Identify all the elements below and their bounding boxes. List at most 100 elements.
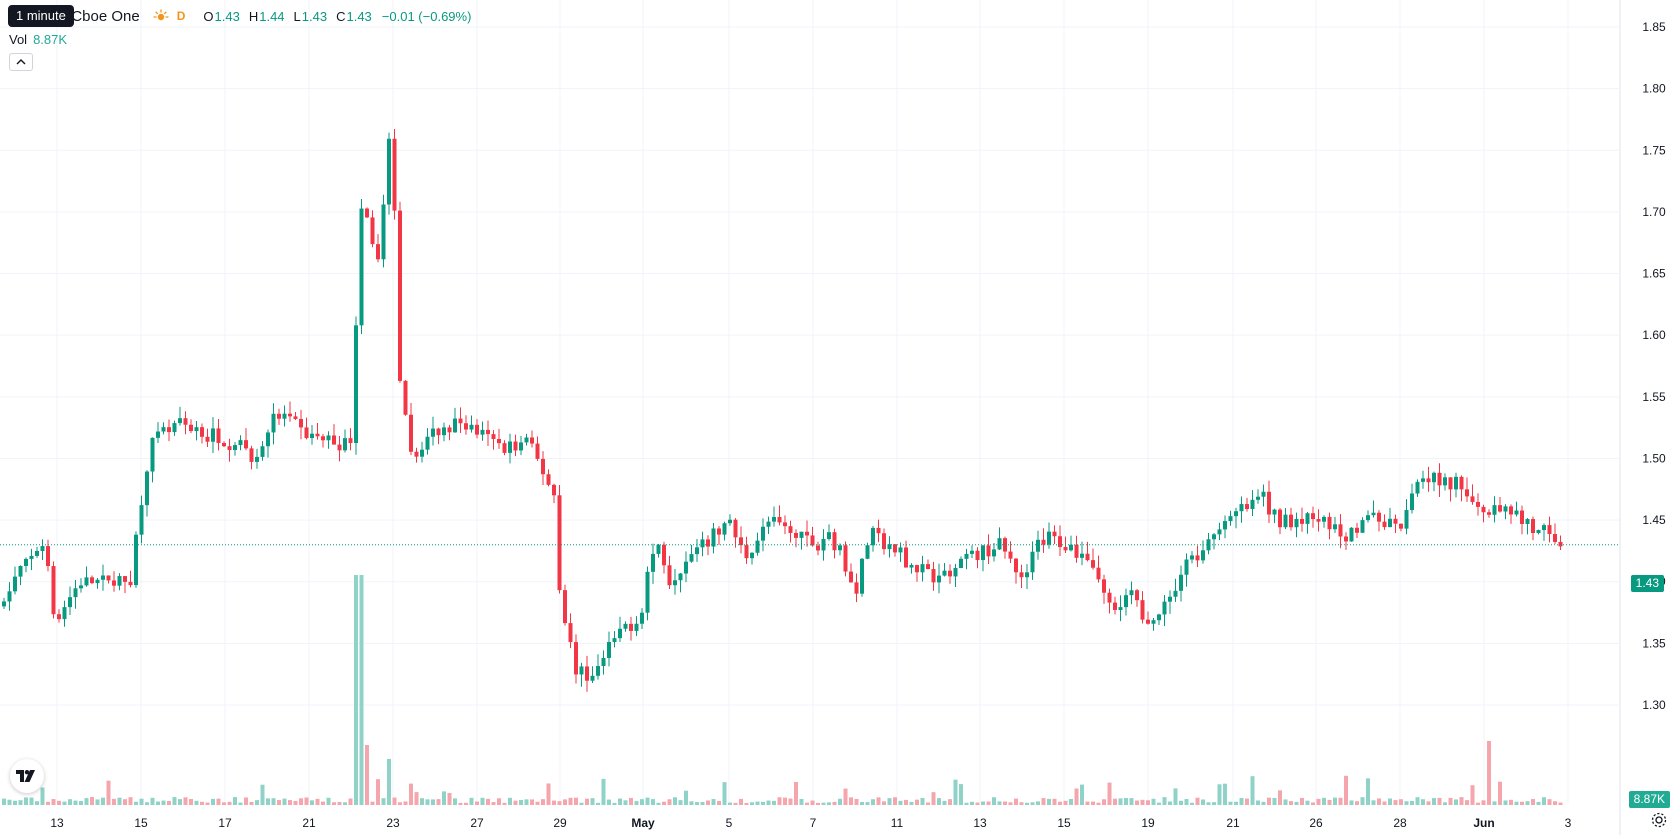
candle-body [728,519,732,524]
volume-bar [513,800,518,805]
tradingview-logo[interactable] [10,759,44,793]
candle-body [1058,536,1062,548]
volume-bar [1388,798,1392,805]
volume-bar [887,798,892,805]
candle-body [233,445,237,450]
volume-bar [915,799,919,805]
candle-body [469,424,474,430]
candle-body [227,446,232,450]
candle-body [359,208,364,326]
volume-bar [29,797,34,805]
candle-body [442,427,446,436]
candle-body [1366,515,1370,521]
volume-bar [805,802,809,805]
candle-body [1520,510,1524,524]
candle-body [24,558,28,566]
volume-bar [211,798,215,805]
candle-body [271,413,276,433]
volume-bar [1140,799,1145,805]
time-tick-label: 13 [973,816,987,830]
volume-bar [1091,801,1095,805]
candle-body [343,438,347,451]
volume-bar [502,802,507,805]
volume-bar [1239,798,1244,805]
candle-body [288,413,292,417]
volume-bar [739,798,743,805]
candle-body [1410,493,1414,511]
volume-bar [777,797,782,805]
volume-bar [1014,798,1018,805]
volume-bar [629,797,633,805]
collapse-legend-button[interactable] [9,53,33,71]
candle-body [337,444,342,451]
candle-body [409,414,413,452]
volume-bar [1443,802,1447,805]
candle-body [832,532,837,551]
time-tick-label: Jun [1473,816,1494,830]
volume-bar [1074,788,1079,805]
candle-body [865,545,870,559]
volume-bar [315,798,320,805]
volume-bar [156,801,160,805]
volume-bar [711,799,716,805]
time-tick-label: 21 [1226,816,1240,830]
volume-bar [1355,801,1359,805]
volume-bar [332,802,336,805]
volume-bar [326,797,331,805]
volume-bar [695,802,699,805]
candle-body [838,545,842,551]
market-session-indicator[interactable]: D [152,9,185,23]
candle-body [73,588,78,598]
candle-body [585,666,589,681]
candle-body [101,575,105,580]
volume-bar [1382,801,1387,805]
volume-bar [1547,799,1552,805]
candle-body [843,545,848,572]
volume-bar [1404,801,1409,805]
candle-body [167,427,171,433]
candle-body [194,427,199,432]
volume-bar [1201,799,1205,805]
gear-icon[interactable] [1650,811,1668,829]
volume-bar [425,799,430,805]
price-tick-label: 1.80 [1642,82,1666,96]
volume-bar [409,783,413,805]
volume-bar [1542,797,1546,805]
volume-bar [1261,801,1266,805]
candle-body [1382,521,1387,528]
candle-body [992,549,996,557]
candle-body [700,539,705,548]
volume-bar [579,802,584,805]
candle-body [761,526,765,541]
volume-bar [145,802,149,805]
volume-bar [541,799,545,805]
volume-bar [568,797,573,805]
candle-body [1503,506,1508,512]
candle-body [1509,506,1513,515]
time-tick-label: 21 [302,816,316,830]
volume-bar [1454,799,1458,805]
volume-bar [1162,797,1167,805]
volume-bar [596,802,600,805]
time-tick-label: 7 [810,816,817,830]
volume-legend: Vol 8.87K [9,32,67,47]
candle-body [310,433,314,439]
candle-body [640,612,644,624]
volume-bar [970,801,974,805]
candle-body [1113,602,1117,610]
volume-bar [293,800,298,805]
volume-bar [1272,797,1277,805]
low-value: 1.43 [301,8,328,24]
candle-body [7,591,12,602]
candle-body [904,547,908,568]
candle-body [1239,504,1244,512]
candle-body [524,437,529,443]
ohlc-values: O1.43 H1.44 L1.43 C1.43 −0.01 (−0.69%) [203,8,472,24]
volume-bar [1008,802,1013,805]
volume-bar [849,797,853,805]
volume-bar [1481,800,1486,805]
volume-bar [1157,802,1161,805]
candle-body [882,533,886,550]
candle-body [1146,619,1150,624]
